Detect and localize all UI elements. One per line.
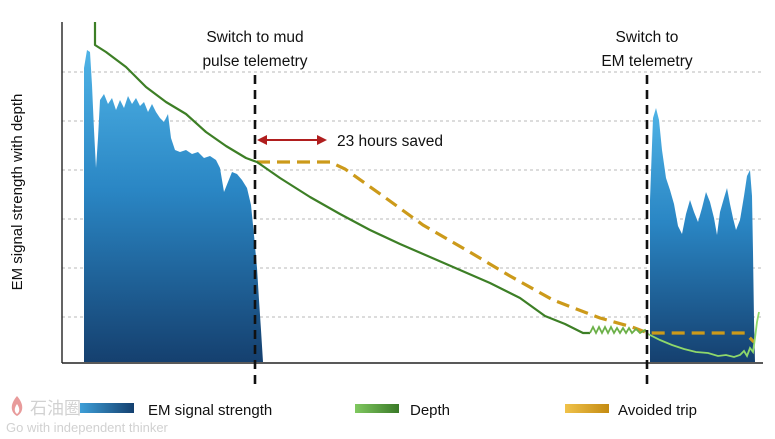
legend-swatch-depth — [355, 404, 399, 413]
em-signal-area-right — [650, 108, 755, 362]
watermark-tagline: Go with independent thinker — [6, 420, 169, 435]
depth-line — [93, 22, 590, 335]
hours-saved-label: 23 hours saved — [337, 133, 443, 150]
switch-mud-label-line2: pulse telemetry — [202, 53, 307, 70]
hours-saved-arrow — [257, 135, 327, 145]
watermark-logo-text: 石油圈 — [30, 399, 81, 418]
switch-em-label-line2: EM telemetry — [601, 53, 693, 70]
em-signal-area-left — [84, 50, 263, 362]
watermark: 石油圈 Go with independent thinker — [6, 396, 169, 435]
legend-label-em: EM signal strength — [148, 402, 272, 419]
depth-line-zigzag — [589, 324, 649, 336]
avoided-trip-line — [257, 160, 756, 344]
legend-label-depth: Depth — [410, 402, 450, 419]
depth-line-tail — [647, 311, 760, 359]
legend-swatch-trip — [565, 404, 609, 413]
legend: EM signal strength Depth Avoided trip — [80, 402, 697, 419]
switch-em-label-line1: Switch to — [616, 29, 679, 46]
legend-label-trip: Avoided trip — [618, 402, 697, 419]
y-axis-label: EM signal strength with depth — [9, 94, 26, 291]
watermark-logo-icon — [11, 396, 23, 416]
legend-swatch-em — [80, 403, 134, 413]
switch-mud-label-line1: Switch to mud — [206, 29, 303, 46]
